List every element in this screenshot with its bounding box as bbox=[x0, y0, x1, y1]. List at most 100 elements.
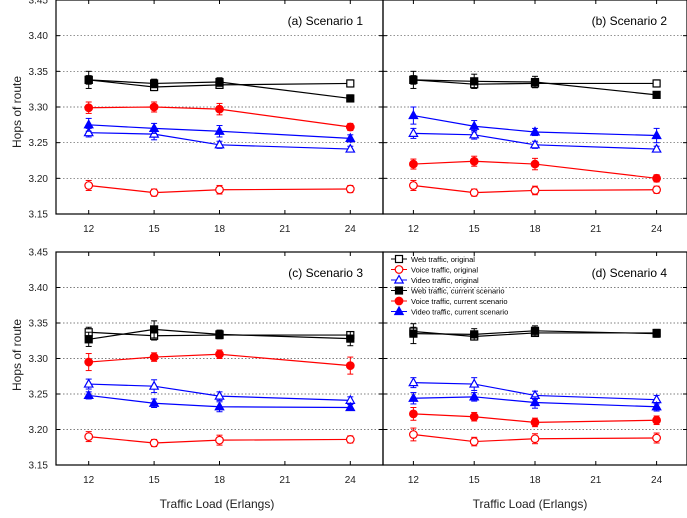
data-point bbox=[150, 79, 159, 88]
data-point bbox=[345, 143, 356, 153]
data-point bbox=[408, 109, 419, 120]
data-point bbox=[530, 434, 540, 444]
series-line bbox=[88, 436, 351, 444]
legend-entry: Web traffic, current scenario bbox=[411, 287, 505, 296]
series-4 bbox=[84, 70, 355, 103]
legend-entry: Voice traffic, original bbox=[411, 266, 478, 275]
chart-title: (b) Scenario 2 bbox=[592, 14, 668, 28]
data-point bbox=[469, 188, 479, 198]
y-tick-label: 3.20 bbox=[29, 425, 49, 436]
data-point bbox=[346, 94, 355, 103]
data-point bbox=[652, 79, 661, 88]
legend-entry: Voice traffic, current scenario bbox=[411, 297, 508, 306]
series-4 bbox=[409, 323, 661, 345]
data-point bbox=[469, 412, 479, 422]
series-6 bbox=[408, 391, 662, 412]
data-point bbox=[652, 173, 661, 183]
y-tick-label: 3.40 bbox=[29, 283, 49, 294]
series-line bbox=[413, 184, 657, 194]
data-point bbox=[215, 185, 224, 195]
data-point bbox=[530, 186, 540, 195]
data-point bbox=[408, 127, 419, 137]
x-tick-label: 18 bbox=[214, 475, 226, 486]
data-point bbox=[215, 104, 224, 114]
data-point bbox=[529, 126, 541, 136]
data-point bbox=[214, 401, 225, 411]
data-point bbox=[148, 380, 160, 390]
data-point bbox=[652, 415, 661, 425]
x-tick-label: 24 bbox=[345, 224, 357, 235]
chart-panel-2: 12 15 18 21 24 (b) Scenario 2 bbox=[382, 0, 687, 235]
data-point bbox=[345, 122, 355, 132]
legend-marker bbox=[394, 254, 404, 264]
x-tick-label: 18 bbox=[529, 475, 541, 486]
series-line bbox=[88, 79, 351, 100]
x-tick-label: 21 bbox=[279, 475, 291, 486]
y-tick-label: 3.30 bbox=[29, 354, 49, 365]
data-point bbox=[345, 435, 355, 444]
series-line bbox=[88, 79, 351, 88]
series-2 bbox=[409, 427, 661, 447]
legend-entry: Web traffic, original bbox=[411, 255, 475, 264]
data-point bbox=[468, 391, 480, 401]
x-tick-label: 15 bbox=[149, 475, 161, 486]
x-tick-label: 15 bbox=[469, 475, 481, 486]
data-point bbox=[345, 132, 356, 142]
data-point bbox=[468, 378, 480, 388]
series-line bbox=[88, 394, 351, 409]
data-point bbox=[652, 433, 661, 443]
y-axis-label-bottom: Hops of route bbox=[10, 319, 24, 391]
series-line bbox=[413, 132, 657, 150]
series-3 bbox=[408, 376, 662, 405]
data-point bbox=[83, 378, 94, 388]
chart-title: (d) Scenario 4 bbox=[592, 266, 668, 280]
series-6 bbox=[83, 117, 356, 143]
data-point bbox=[83, 119, 94, 129]
data-point bbox=[409, 430, 418, 439]
series-line bbox=[413, 330, 657, 335]
data-point bbox=[345, 361, 355, 371]
data-point bbox=[408, 376, 419, 387]
legend-marker bbox=[394, 286, 404, 295]
series-2 bbox=[84, 179, 355, 198]
data-point bbox=[468, 120, 480, 130]
data-point bbox=[530, 326, 540, 335]
data-point bbox=[149, 188, 159, 198]
legend-marker bbox=[393, 305, 405, 316]
data-point bbox=[652, 90, 661, 99]
series-6 bbox=[408, 106, 662, 144]
y-tick-label: 3.45 bbox=[29, 248, 49, 259]
series-3 bbox=[408, 127, 662, 153]
data-point bbox=[345, 401, 356, 412]
y-tick-label: 3.15 bbox=[29, 210, 49, 221]
series-line bbox=[88, 328, 351, 340]
data-point bbox=[215, 77, 224, 87]
y-tick-label: 3.25 bbox=[29, 138, 49, 149]
data-point bbox=[409, 329, 418, 338]
y-tick-label: 3.40 bbox=[29, 31, 49, 42]
data-point bbox=[214, 139, 225, 149]
data-point bbox=[215, 349, 224, 359]
data-point bbox=[214, 125, 225, 135]
series-line bbox=[88, 106, 351, 128]
legend-entry: Video traffic, original bbox=[411, 276, 479, 285]
x-tick-label: 24 bbox=[651, 224, 663, 235]
x-tick-label: 12 bbox=[408, 475, 420, 486]
y-axis-label-top: Hops of route bbox=[10, 76, 24, 148]
y-tick-label: 3.25 bbox=[29, 390, 49, 401]
data-point bbox=[468, 129, 480, 139]
data-point bbox=[214, 390, 225, 400]
series-4 bbox=[84, 320, 355, 347]
data-point bbox=[470, 330, 479, 339]
data-point bbox=[84, 103, 94, 113]
y-tick-label: 3.35 bbox=[29, 319, 49, 330]
series-5 bbox=[409, 406, 661, 428]
data-point bbox=[148, 122, 160, 132]
x-tick-label: 12 bbox=[83, 475, 95, 486]
data-point bbox=[148, 397, 160, 407]
x-tick-label: 24 bbox=[345, 475, 357, 486]
data-point bbox=[84, 335, 93, 344]
data-point bbox=[530, 77, 540, 87]
series-line bbox=[413, 413, 657, 424]
data-point bbox=[408, 392, 419, 402]
